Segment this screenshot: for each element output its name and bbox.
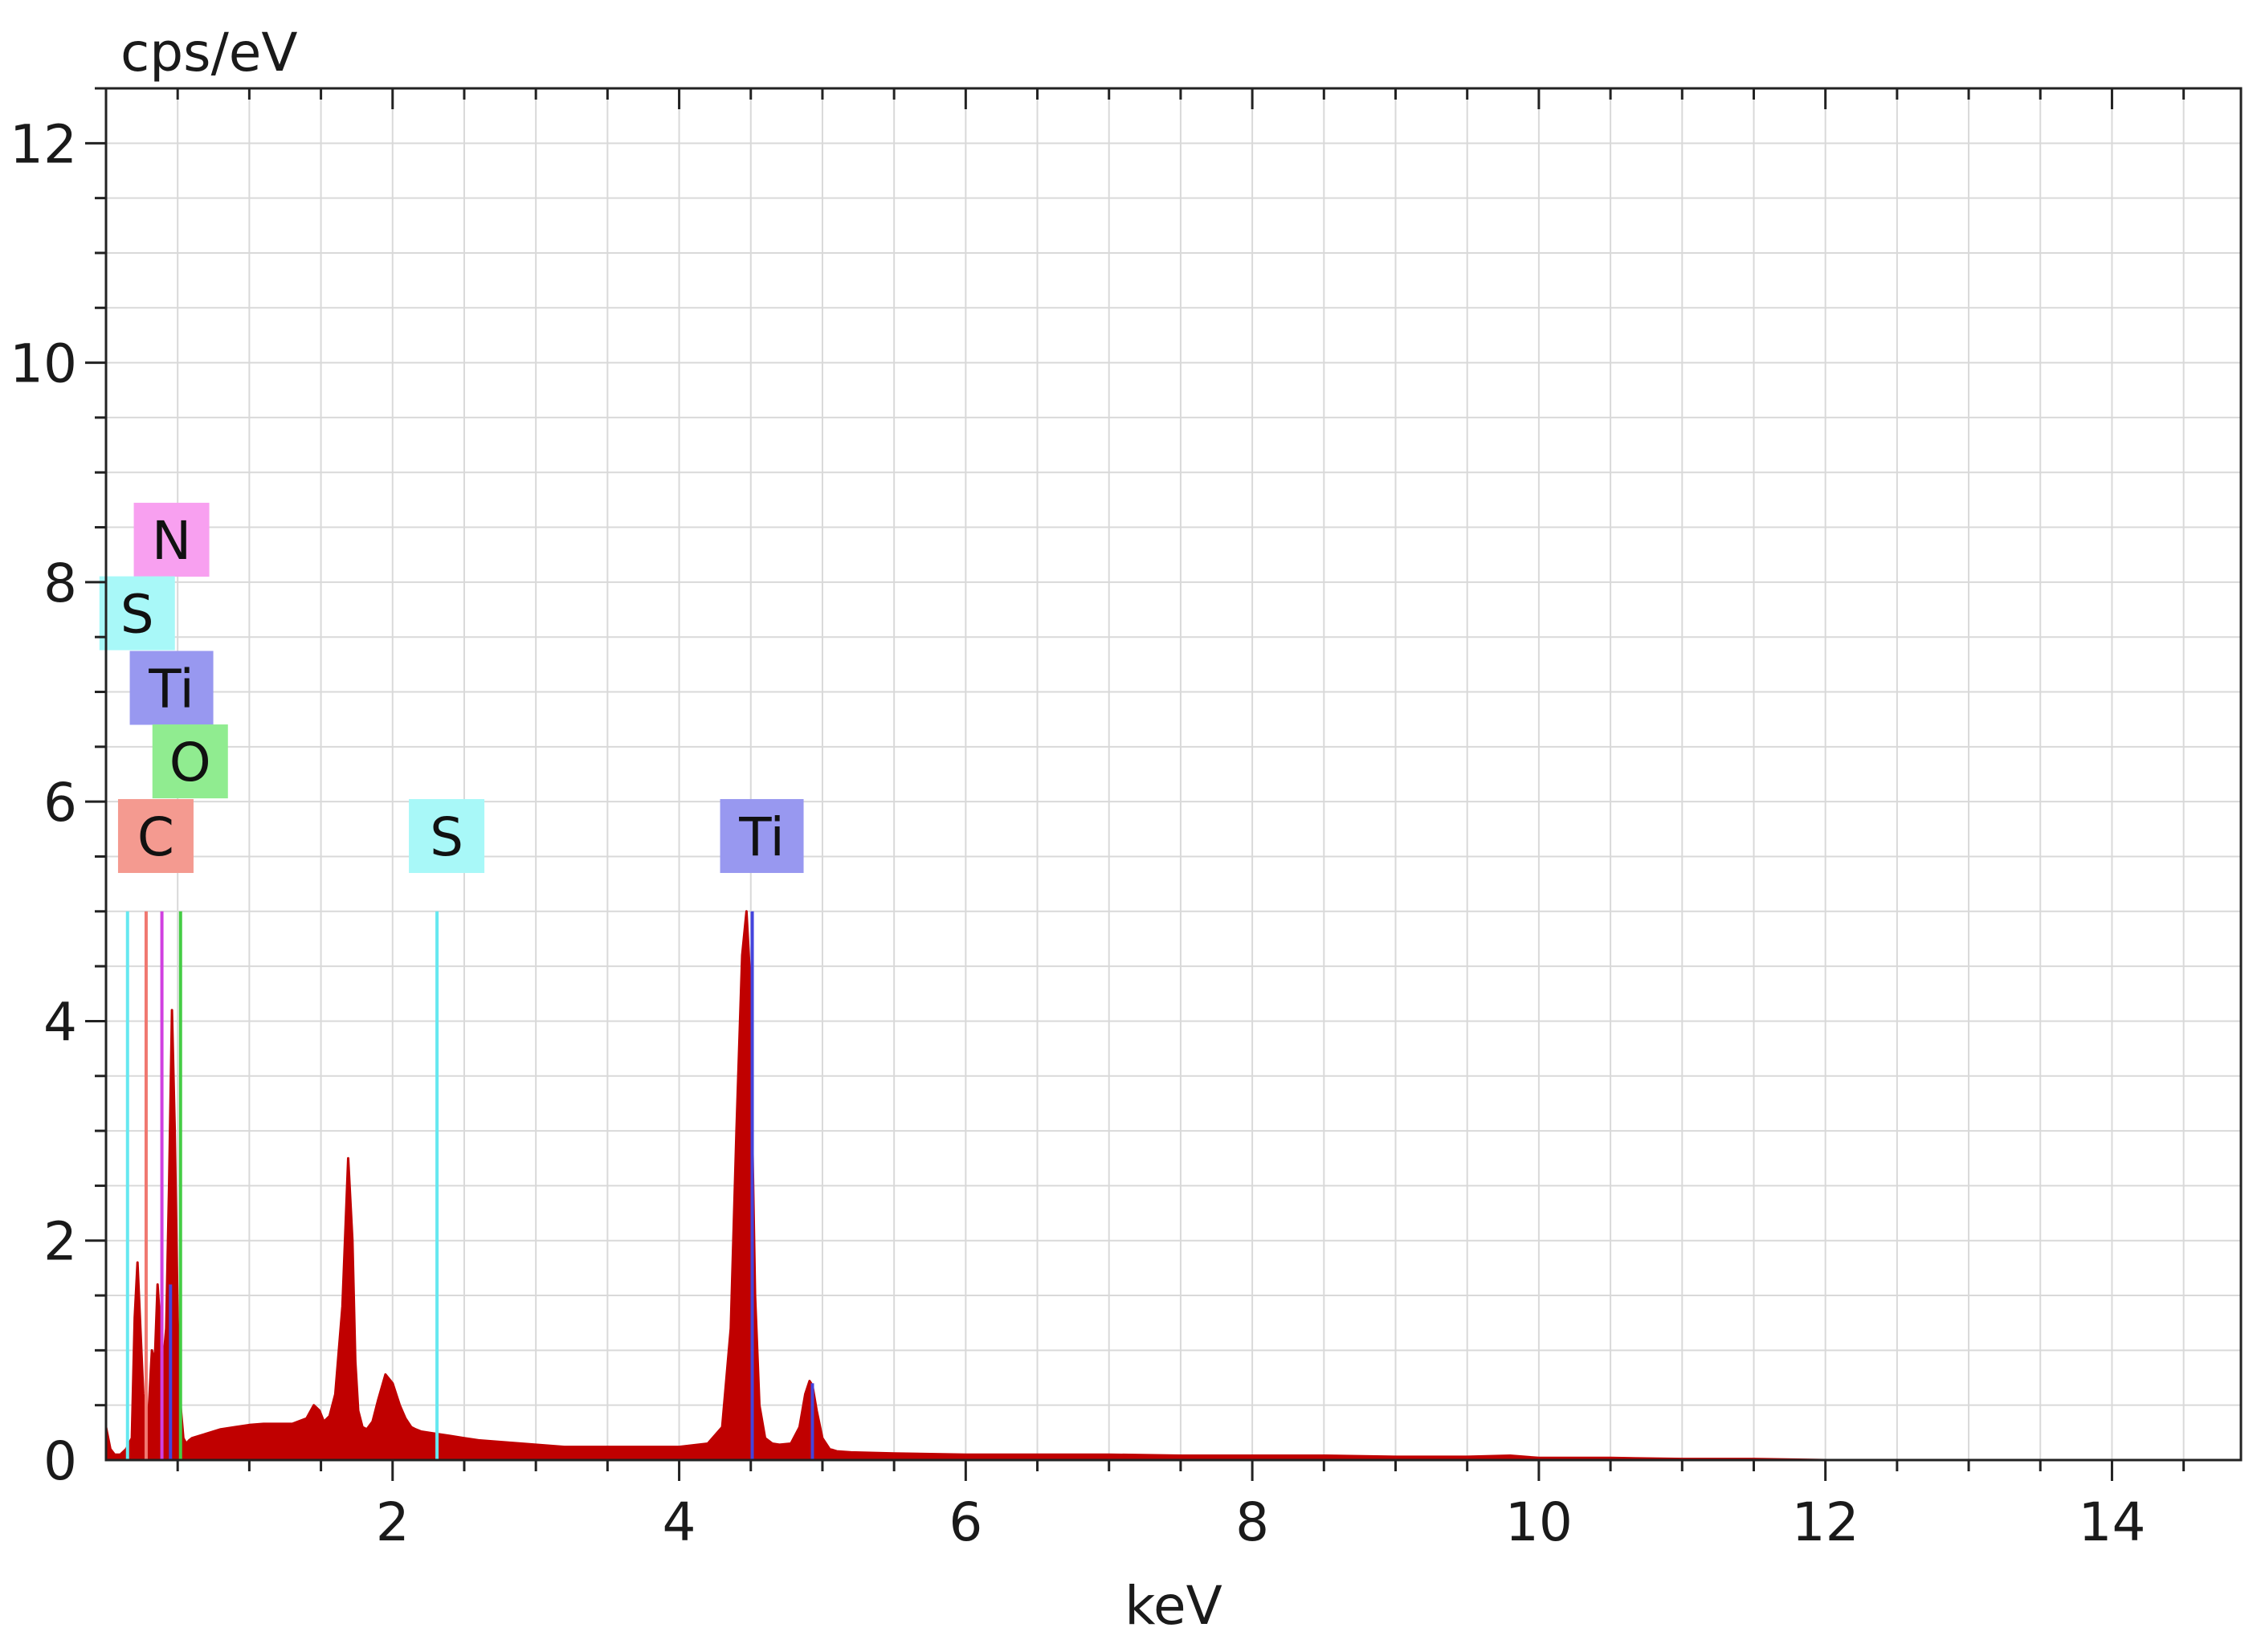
y-tick-label: 0 [43, 1430, 77, 1492]
element-label-text: Ti [148, 659, 194, 720]
y-axis-ticks [85, 87, 106, 1407]
plot-frame [104, 87, 2243, 1462]
element-label-c: C [117, 798, 194, 873]
element-label-box [129, 651, 214, 725]
element-label-box [152, 724, 228, 799]
element-label-s: S [99, 576, 175, 651]
y-tick-label: 8 [43, 553, 77, 614]
element-label-box [133, 503, 210, 577]
element-label-text: S [120, 584, 154, 646]
x-tick-label: 12 [1792, 1491, 1859, 1553]
element-label-box [409, 798, 485, 873]
element-label-s: S [409, 798, 485, 873]
x-tick-label: 6 [949, 1491, 982, 1553]
element-label-ti: Ti [720, 798, 804, 873]
x-axis-title: keV [1124, 1575, 1222, 1637]
element-label-text: C [137, 806, 174, 868]
element-label-o: O [152, 724, 228, 799]
y-tick-label: 4 [43, 991, 77, 1053]
plot-area [106, 88, 2241, 1460]
y-tick-label: 2 [43, 1211, 77, 1273]
element-label-box [720, 798, 804, 873]
element-label-box [117, 798, 194, 873]
element-label-text: N [152, 510, 191, 572]
x-tick-label: 4 [663, 1491, 696, 1553]
element-label-text: S [430, 806, 463, 868]
x-axis-ticks [176, 88, 2186, 1481]
element-label-text: Ti [738, 806, 785, 868]
element-label-box [99, 576, 175, 651]
x-tick-label: 2 [376, 1491, 410, 1553]
grid [106, 88, 2241, 1460]
spectrum-series [104, 910, 2243, 1462]
y-tick-label: 12 [10, 113, 77, 175]
element-label-text: O [169, 732, 211, 793]
x-tick-label: 10 [1505, 1491, 1573, 1553]
y-tick-label: 10 [10, 333, 77, 395]
x-tick-label: 14 [2078, 1491, 2145, 1553]
element-label-n: N [133, 503, 210, 577]
element-label-ti: Ti [129, 651, 214, 725]
x-tick-label: 8 [1235, 1491, 1269, 1553]
y-tick-label: 6 [43, 772, 77, 834]
y-axis-title: cps/eV [120, 22, 298, 84]
